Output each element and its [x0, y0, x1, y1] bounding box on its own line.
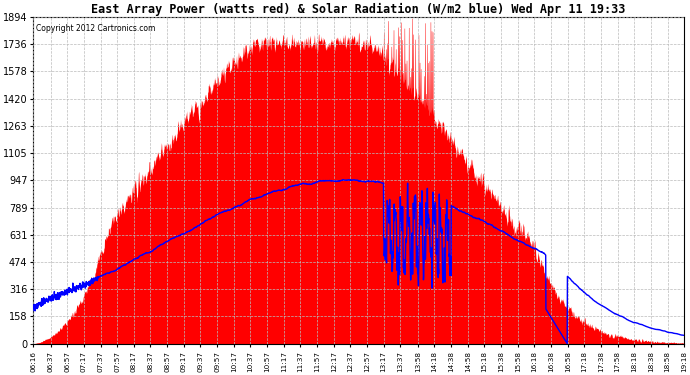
Text: Copyright 2012 Cartronics.com: Copyright 2012 Cartronics.com [37, 24, 156, 33]
Title: East Array Power (watts red) & Solar Radiation (W/m2 blue) Wed Apr 11 19:33: East Array Power (watts red) & Solar Rad… [92, 3, 626, 16]
